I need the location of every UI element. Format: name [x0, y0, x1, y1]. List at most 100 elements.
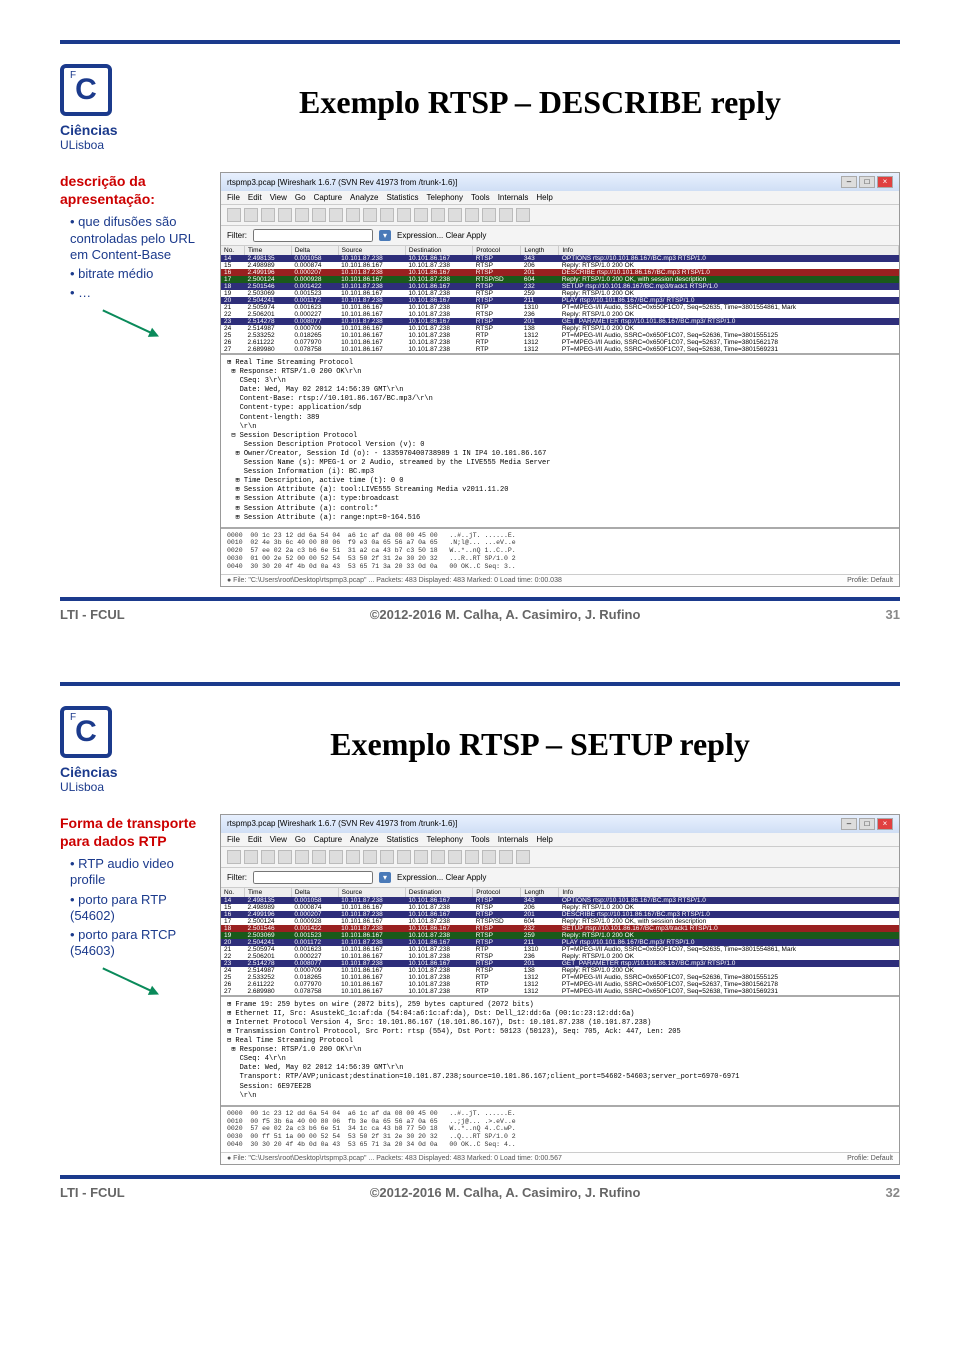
table-row[interactable]: 272.6899800.07875810.101.86.16710.101.87…: [221, 346, 899, 353]
toolbar-icon[interactable]: [380, 850, 394, 864]
menu-item[interactable]: Statistics: [387, 193, 419, 202]
toolbar-icon[interactable]: [278, 208, 292, 222]
toolbar-icon[interactable]: [227, 850, 241, 864]
toolbar-icon[interactable]: [346, 850, 360, 864]
menu-item[interactable]: Edit: [248, 193, 262, 202]
menu-item[interactable]: Internals: [498, 193, 529, 202]
toolbar-icon[interactable]: [363, 208, 377, 222]
toolbar-icon[interactable]: [448, 850, 462, 864]
menu-item[interactable]: Go: [295, 193, 306, 202]
table-row[interactable]: 192.5030690.00152310.101.86.16710.101.87…: [221, 290, 899, 297]
toolbar-icon[interactable]: [431, 850, 445, 864]
menu-item[interactable]: Analyze: [350, 193, 378, 202]
maximize-button[interactable]: □: [859, 818, 875, 830]
toolbar-icon[interactable]: [346, 208, 360, 222]
table-row[interactable]: 232.5142780.00807710.101.87.23810.101.86…: [221, 318, 899, 325]
maximize-button[interactable]: □: [859, 176, 875, 188]
menu-item[interactable]: Help: [536, 835, 552, 844]
toolbar-icon[interactable]: [482, 850, 496, 864]
table-row[interactable]: 152.4989890.00087410.101.86.16710.101.87…: [221, 262, 899, 269]
table-row[interactable]: 232.5142780.00807710.101.87.23810.101.86…: [221, 960, 899, 967]
menu-item[interactable]: Tools: [471, 835, 490, 844]
toolbar-icon[interactable]: [312, 208, 326, 222]
toolbar-icon[interactable]: [499, 850, 513, 864]
table-row[interactable]: 172.5001240.00092810.101.86.16710.101.87…: [221, 918, 899, 925]
toolbar-icon[interactable]: [397, 850, 411, 864]
filter-input[interactable]: [253, 871, 373, 884]
toolbar-icon[interactable]: [465, 850, 479, 864]
filter-input[interactable]: [253, 229, 373, 242]
hex-dump[interactable]: 0000 00 1c 23 12 dd 6a 54 04 a6 1c af da…: [221, 1105, 899, 1152]
menu-item[interactable]: Edit: [248, 835, 262, 844]
table-row[interactable]: 182.5015460.00142210.101.87.23810.101.86…: [221, 283, 899, 290]
toolbar-icon[interactable]: [448, 208, 462, 222]
packet-details[interactable]: ⊞ Frame 19: 259 bytes on wire (2072 bits…: [221, 995, 899, 1105]
toolbar-icon[interactable]: [261, 208, 275, 222]
menu-item[interactable]: Capture: [314, 193, 342, 202]
toolbar-icon[interactable]: [414, 208, 428, 222]
menu-item[interactable]: Go: [295, 835, 306, 844]
menu-item[interactable]: Internals: [498, 835, 529, 844]
menu-item[interactable]: View: [270, 193, 287, 202]
table-row[interactable]: 262.6112220.07797010.101.86.16710.101.87…: [221, 981, 899, 988]
menu-item[interactable]: View: [270, 835, 287, 844]
toolbar-icon[interactable]: [295, 208, 309, 222]
table-row[interactable]: 242.5149870.00070910.101.86.16710.101.87…: [221, 967, 899, 974]
table-row[interactable]: 222.5062010.00022710.101.86.16710.101.87…: [221, 953, 899, 960]
packet-details[interactable]: ⊞ Real Time Streaming Protocol ⊞ Respons…: [221, 353, 899, 527]
menu-item[interactable]: Analyze: [350, 835, 378, 844]
toolbar-icon[interactable]: [465, 208, 479, 222]
toolbar-icon[interactable]: [414, 850, 428, 864]
table-row[interactable]: 142.4981350.00105810.101.87.23810.101.86…: [221, 897, 899, 904]
table-row[interactable]: 252.5332520.01826510.101.86.16710.101.87…: [221, 332, 899, 339]
toolbar-icon[interactable]: [482, 208, 496, 222]
toolbar-icon[interactable]: [312, 850, 326, 864]
minimize-button[interactable]: –: [841, 818, 857, 830]
table-row[interactable]: 262.6112220.07797010.101.86.16710.101.87…: [221, 339, 899, 346]
toolbar-icon[interactable]: [295, 850, 309, 864]
toolbar-icon[interactable]: [363, 850, 377, 864]
table-row[interactable]: 202.5042410.00117210.101.87.23810.101.86…: [221, 297, 899, 304]
toolbar-icon[interactable]: [397, 208, 411, 222]
table-row[interactable]: 242.5149870.00070910.101.86.16710.101.87…: [221, 325, 899, 332]
toolbar-icon[interactable]: [278, 850, 292, 864]
expression-button[interactable]: ▾: [379, 872, 391, 883]
table-row[interactable]: 182.5015460.00142210.101.87.23810.101.86…: [221, 925, 899, 932]
filter-actions[interactable]: Expression... Clear Apply: [397, 873, 486, 882]
table-row[interactable]: 252.5332520.01826510.101.86.16710.101.87…: [221, 974, 899, 981]
table-row[interactable]: 142.4981350.00105810.101.87.23810.101.86…: [221, 255, 899, 262]
hex-dump[interactable]: 0000 00 1c 23 12 dd 6a 54 04 a6 1c af da…: [221, 527, 899, 574]
close-button[interactable]: ×: [877, 176, 893, 188]
toolbar-icon[interactable]: [431, 208, 445, 222]
toolbar-icon[interactable]: [261, 850, 275, 864]
toolbar-icon[interactable]: [499, 208, 513, 222]
table-row[interactable]: 272.6899800.07875810.101.86.16710.101.87…: [221, 988, 899, 995]
table-row[interactable]: 162.4991960.00020710.101.87.23810.101.86…: [221, 269, 899, 276]
menu-item[interactable]: File: [227, 835, 240, 844]
toolbar-icon[interactable]: [516, 850, 530, 864]
table-row[interactable]: 192.5030690.00152310.101.86.16710.101.87…: [221, 932, 899, 939]
toolbar-icon[interactable]: [227, 208, 241, 222]
menu-item[interactable]: Tools: [471, 193, 490, 202]
table-row[interactable]: 212.5059740.00162310.101.86.16710.101.87…: [221, 304, 899, 311]
expression-button[interactable]: ▾: [379, 230, 391, 241]
toolbar-icon[interactable]: [516, 208, 530, 222]
toolbar-icon[interactable]: [244, 850, 258, 864]
close-button[interactable]: ×: [877, 818, 893, 830]
menu-item[interactable]: Help: [536, 193, 552, 202]
table-row[interactable]: 172.5001240.00092810.101.86.16710.101.87…: [221, 276, 899, 283]
menu-item[interactable]: Statistics: [387, 835, 419, 844]
minimize-button[interactable]: –: [841, 176, 857, 188]
table-row[interactable]: 222.5062010.00022710.101.86.16710.101.87…: [221, 311, 899, 318]
menu-item[interactable]: Telephony: [427, 835, 463, 844]
filter-actions[interactable]: Expression... Clear Apply: [397, 231, 486, 240]
toolbar-icon[interactable]: [329, 850, 343, 864]
menu-item[interactable]: Capture: [314, 835, 342, 844]
table-row[interactable]: 212.5059740.00162310.101.86.16710.101.87…: [221, 946, 899, 953]
table-row[interactable]: 152.4989890.00087410.101.86.16710.101.87…: [221, 904, 899, 911]
table-row[interactable]: 202.5042410.00117210.101.87.23810.101.86…: [221, 939, 899, 946]
toolbar-icon[interactable]: [329, 208, 343, 222]
menu-item[interactable]: File: [227, 193, 240, 202]
table-row[interactable]: 162.4991960.00020710.101.87.23810.101.86…: [221, 911, 899, 918]
toolbar-icon[interactable]: [380, 208, 394, 222]
